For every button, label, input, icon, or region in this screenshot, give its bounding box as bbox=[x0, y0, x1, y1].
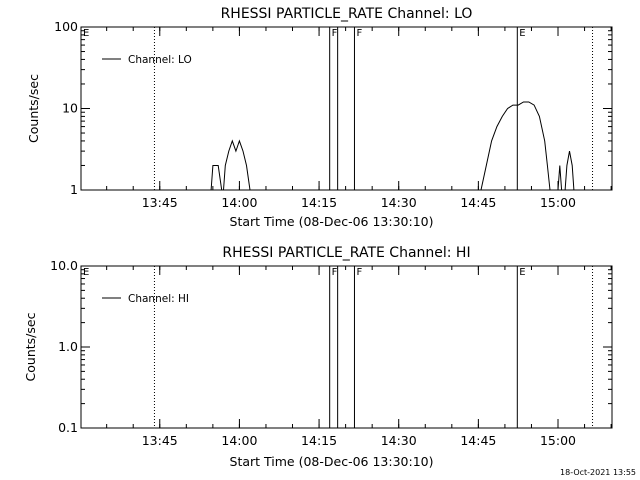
x-tick-label: 14:45 bbox=[460, 195, 496, 210]
event-marker-label: E bbox=[83, 28, 89, 39]
x-tick-label: 14:15 bbox=[301, 195, 337, 210]
x-tick-label: 14:15 bbox=[301, 433, 337, 448]
hi-channel-panel: RHESSI PARTICLE_RATE Channel: HI Start Ti… bbox=[23, 245, 613, 469]
x-tick-label: 14:30 bbox=[381, 433, 417, 448]
event-marker-label: F bbox=[332, 28, 338, 39]
event-marker-label: E bbox=[519, 28, 525, 39]
event-marker-label: F bbox=[356, 28, 362, 39]
footer-timestamp: 18-Oct-2021 13:55 bbox=[560, 468, 636, 477]
y-tick-label: 10.0 bbox=[50, 258, 78, 273]
x-axis-label: Start Time (08-Dec-06 13:30:10) bbox=[230, 454, 434, 469]
y-axis-label: Counts/sec bbox=[23, 312, 38, 381]
chart-title: RHESSI PARTICLE_RATE Channel: LO bbox=[221, 6, 473, 22]
event-marker-label: F bbox=[356, 267, 362, 278]
lo-channel-panel: RHESSI PARTICLE_RATE Channel: LO Start Ti… bbox=[26, 6, 613, 229]
x-axis-label: Start Time (08-Dec-06 13:30:10) bbox=[230, 214, 434, 229]
event-marker-label: E bbox=[83, 267, 89, 278]
y-tick-label: 0.1 bbox=[58, 420, 78, 435]
legend-label: Channel: LO bbox=[128, 54, 192, 66]
chart-title: RHESSI PARTICLE_RATE Channel: HI bbox=[222, 245, 470, 261]
series-line bbox=[557, 165, 563, 191]
series-line bbox=[564, 151, 575, 191]
y-tick-label: 1.0 bbox=[58, 339, 78, 354]
x-tick-label: 14:00 bbox=[221, 433, 257, 448]
x-tick-label: 14:00 bbox=[221, 195, 257, 210]
y-axis-label: Counts/sec bbox=[26, 74, 41, 143]
event-marker-label: F bbox=[332, 267, 338, 278]
y-tick-label: 1 bbox=[70, 182, 78, 197]
series-line bbox=[210, 165, 223, 191]
x-tick-label: 13:45 bbox=[142, 433, 178, 448]
plot-frame bbox=[80, 265, 613, 429]
event-marker-label: E bbox=[519, 267, 525, 278]
legend-label: Channel: HI bbox=[128, 293, 189, 305]
y-tick-label: 10 bbox=[62, 101, 78, 116]
x-tick-label: 14:30 bbox=[381, 195, 417, 210]
x-tick-label: 13:45 bbox=[142, 195, 178, 210]
y-tick-label: 100 bbox=[54, 19, 78, 34]
series-line bbox=[480, 101, 551, 191]
x-tick-label: 15:00 bbox=[540, 433, 576, 448]
series-line bbox=[223, 139, 251, 191]
plot-frame bbox=[80, 26, 613, 191]
x-tick-label: 14:45 bbox=[460, 433, 496, 448]
x-tick-label: 15:00 bbox=[540, 195, 576, 210]
